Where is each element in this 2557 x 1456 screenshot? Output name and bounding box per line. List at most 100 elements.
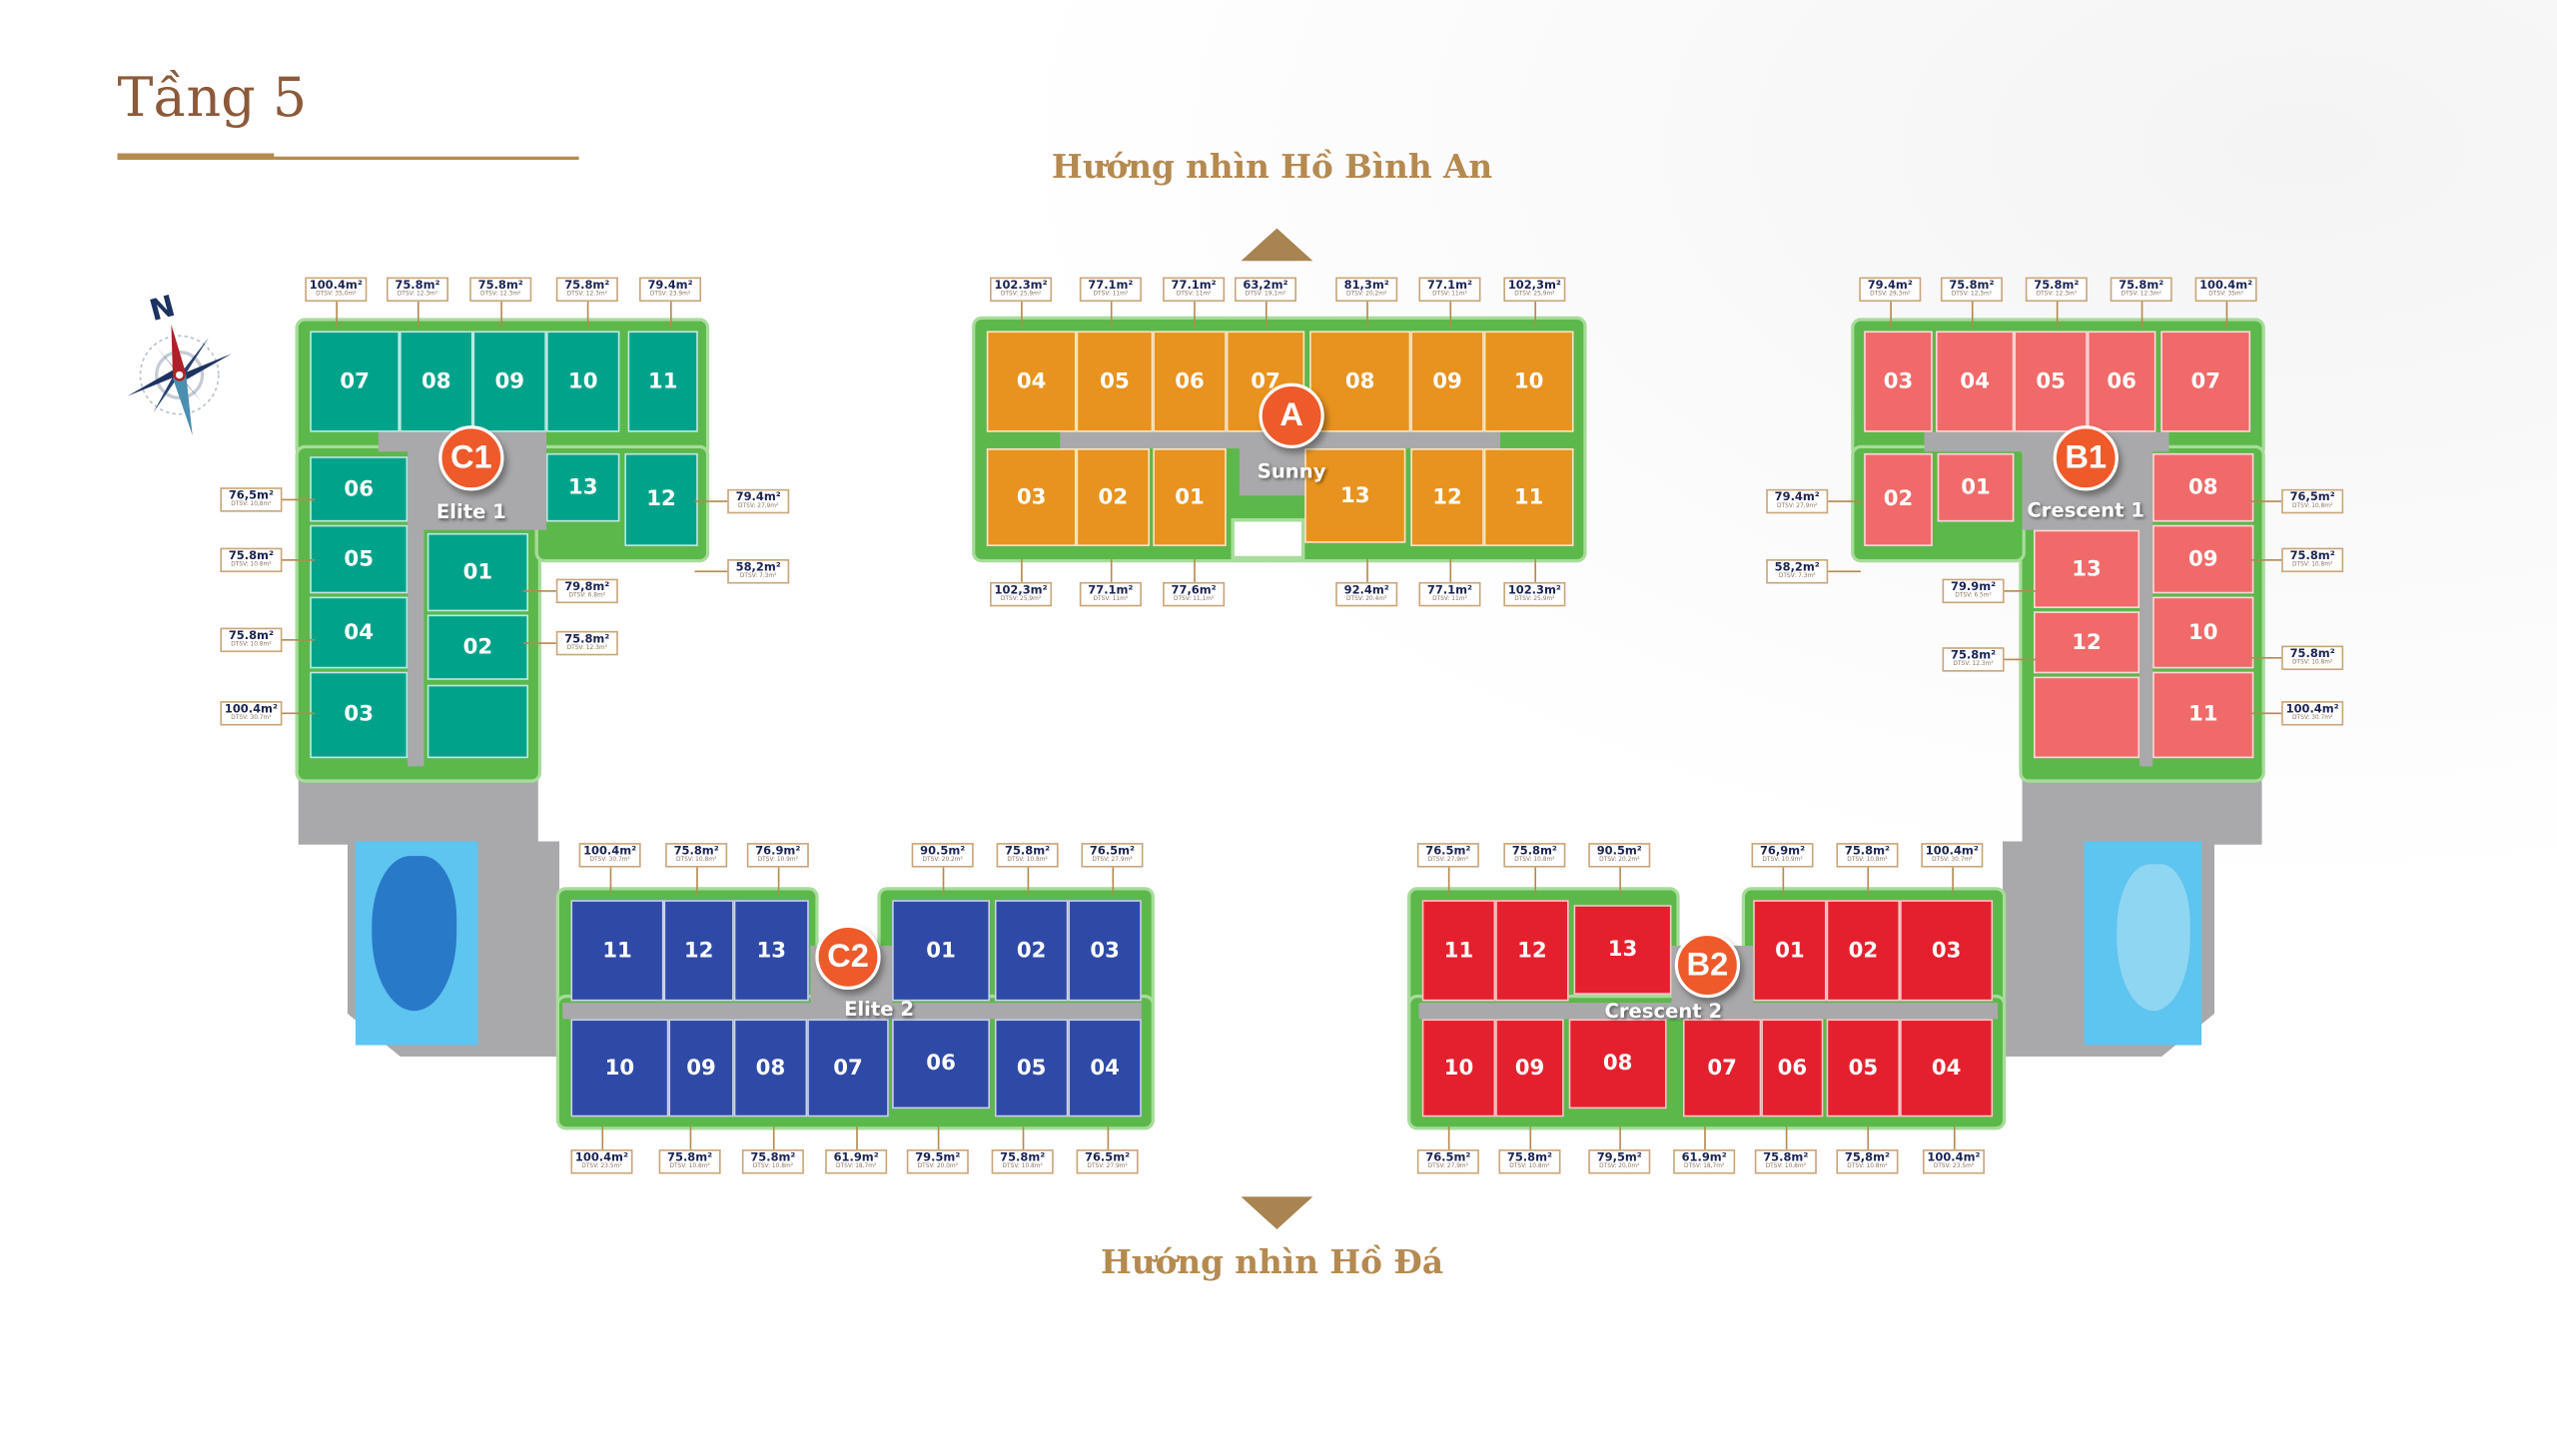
area-label-b2: 61.9m² DTSV: 18,7m²: [1673, 1149, 1736, 1174]
unit-area: 79.4m²: [1867, 279, 1913, 293]
unit-b1-12[interactable]: 12: [2033, 611, 2140, 674]
area-label-c2: 76.5m² DTSV: 27.9m²: [1076, 1149, 1139, 1174]
unit-b1-07[interactable]: 07: [2160, 331, 2251, 432]
leader-line: [1366, 302, 1368, 329]
unit-area: 75,8m²: [1844, 1150, 1890, 1164]
unit-b1-03[interactable]: 03: [1864, 331, 1933, 432]
unit-b1-04[interactable]: 04: [1936, 331, 2015, 432]
unit-b1-02[interactable]: 02: [1864, 452, 1933, 546]
unit-number: 13: [756, 938, 787, 964]
unit-a-13[interactable]: 13: [1304, 447, 1406, 543]
corridor-c1: [408, 521, 425, 767]
unit-a-11[interactable]: 11: [1483, 447, 1574, 546]
unit-number: 07: [2190, 368, 2220, 394]
unit-c2-04[interactable]: 04: [1068, 1019, 1142, 1117]
unit-b2-09[interactable]: 09: [1495, 1019, 1564, 1117]
unit-c1-08[interactable]: 08: [400, 331, 473, 432]
unit-b2-05[interactable]: 05: [1826, 1019, 1901, 1117]
unit-b1-06[interactable]: 06: [2087, 331, 2156, 432]
area-label-c1: 75.8m² DTSV: 12.3m²: [555, 277, 618, 303]
unit-a-12[interactable]: 12: [1410, 447, 1484, 546]
unit-b1-11[interactable]: 11: [2152, 671, 2254, 759]
unit-b1-13[interactable]: 13: [2033, 529, 2140, 608]
unit-a-02[interactable]: 02: [1076, 447, 1151, 546]
dtsv-area: DTSV: 27.9m²: [1092, 856, 1133, 863]
unit-c2-13[interactable]: 13: [733, 900, 809, 1002]
unit-a-03[interactable]: 03: [986, 447, 1077, 546]
leader-line: [282, 639, 316, 641]
unit-c1-01[interactable]: 01: [426, 532, 528, 612]
unit-utility-b1: [2033, 676, 2140, 759]
dtsv-area: DTSV: 6.5m²: [1955, 591, 1992, 599]
dtsv-area: DTSV: 11m²: [1432, 290, 1467, 298]
unit-c2-05[interactable]: 05: [994, 1019, 1069, 1117]
area-label-a: 63,2m² DTSV: 19,1m²: [1234, 277, 1296, 303]
unit-c2-09[interactable]: 09: [668, 1019, 734, 1117]
unit-c1-05[interactable]: 05: [310, 524, 409, 594]
unit-area: 90.5m²: [920, 844, 966, 858]
unit-c2-07[interactable]: 07: [807, 1019, 889, 1117]
unit-c2-01[interactable]: 01: [892, 900, 991, 1002]
unit-c1-03[interactable]: 03: [310, 671, 409, 759]
unit-c2-12[interactable]: 12: [663, 900, 734, 1002]
unit-c2-06[interactable]: 06: [892, 1019, 991, 1109]
leader-line: [1619, 867, 1621, 894]
unit-area: 100.4m²: [224, 702, 278, 716]
unit-c1-09[interactable]: 09: [472, 331, 546, 432]
unit-c1-13[interactable]: 13: [545, 452, 620, 522]
unit-b2-13[interactable]: 13: [1573, 905, 1672, 995]
unit-number: 13: [1340, 483, 1370, 508]
unit-a-10[interactable]: 10: [1483, 331, 1574, 432]
unit-a-08[interactable]: 08: [1309, 331, 1411, 432]
compass-icon: N: [114, 286, 245, 440]
unit-a-01[interactable]: 01: [1153, 447, 1227, 546]
unit-c1-06[interactable]: 06: [310, 456, 409, 522]
unit-area: 100.4m²: [1927, 1150, 1981, 1164]
unit-b2-04[interactable]: 04: [1900, 1019, 1994, 1117]
dtsv-area: DTSV: 10,8m²: [231, 500, 272, 507]
unit-number: 05: [1848, 1056, 1879, 1081]
unit-b2-08[interactable]: 08: [1568, 1019, 1667, 1109]
unit-number: 09: [1514, 1056, 1545, 1081]
unit-c1-07[interactable]: 07: [310, 331, 401, 432]
unit-a-04[interactable]: 04: [986, 331, 1077, 432]
unit-number: 04: [1931, 1056, 1962, 1081]
unit-b1-08[interactable]: 08: [2152, 452, 2254, 522]
unit-b1-05[interactable]: 05: [2014, 331, 2088, 432]
unit-area: 75.8m²: [1511, 844, 1557, 858]
unit-area: 102,3m²: [994, 583, 1048, 597]
unit-area: 75.8m²: [2289, 549, 2335, 563]
unit-area: 58,2m²: [735, 560, 781, 574]
dtsv-area: DTSV: 10.8m²: [675, 856, 717, 863]
unit-b1-10[interactable]: 10: [2152, 596, 2254, 669]
unit-c1-02[interactable]: 02: [426, 614, 528, 680]
unit-b2-07[interactable]: 07: [1682, 1019, 1762, 1117]
unit-c2-02[interactable]: 02: [994, 900, 1069, 1002]
unit-c2-08[interactable]: 08: [733, 1019, 808, 1117]
unit-c1-12[interactable]: 12: [624, 452, 698, 546]
unit-b2-01[interactable]: 01: [1753, 900, 1827, 1002]
unit-c1-11[interactable]: 11: [627, 331, 698, 432]
unit-c2-11[interactable]: 11: [570, 900, 664, 1002]
view-top-label: Hướng nhìn Hồ Bình An: [1051, 146, 1493, 187]
unit-b2-03[interactable]: 03: [1900, 900, 1994, 1002]
dtsv-area: DTSV: 10.8m²: [1514, 856, 1555, 863]
unit-c2-10[interactable]: 10: [570, 1019, 669, 1117]
unit-c2-03[interactable]: 03: [1068, 900, 1142, 1002]
unit-a-09[interactable]: 09: [1410, 331, 1484, 432]
area-label-c2: 75.8m² DTSV: 10.8m²: [996, 843, 1059, 868]
unit-b1-01[interactable]: 01: [1937, 452, 2015, 522]
unit-c1-10[interactable]: 10: [545, 331, 620, 432]
unit-b2-06[interactable]: 06: [1761, 1019, 1824, 1117]
unit-b1-09[interactable]: 09: [2152, 524, 2254, 594]
leader-line: [523, 642, 556, 644]
unit-a-06[interactable]: 06: [1153, 331, 1227, 432]
leader-line: [523, 590, 556, 592]
unit-b2-11[interactable]: 11: [1421, 900, 1496, 1002]
unit-a-05[interactable]: 05: [1076, 331, 1154, 432]
unit-number: 09: [494, 368, 524, 394]
unit-c1-04[interactable]: 04: [310, 596, 409, 669]
unit-b2-10[interactable]: 10: [1421, 1019, 1496, 1117]
unit-b2-12[interactable]: 12: [1495, 900, 1569, 1002]
unit-b2-02[interactable]: 02: [1826, 900, 1901, 1002]
